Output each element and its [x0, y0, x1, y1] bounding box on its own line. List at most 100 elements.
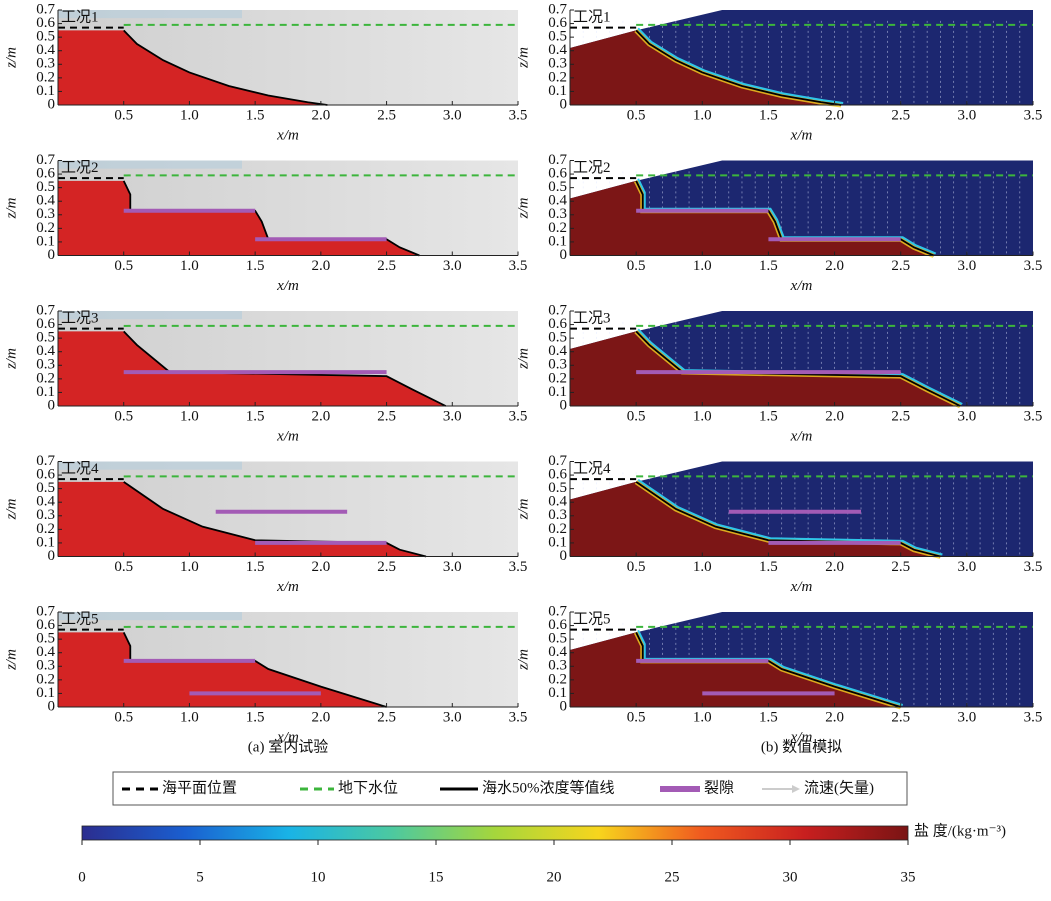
x-tick-label: 2.5 — [891, 408, 910, 424]
y-tick-label: 0.2 — [36, 220, 55, 236]
sky — [58, 612, 242, 621]
y-axis-label: z/m — [3, 498, 19, 520]
y-tick-label: 0.6 — [36, 316, 55, 332]
x-axis-label: x/m — [790, 127, 813, 143]
x-tick-label: 3.5 — [1024, 559, 1043, 575]
y-tick-label: 0.7 — [36, 453, 55, 469]
y-tick-label: 0.5 — [548, 480, 567, 496]
x-tick-label: 1.5 — [759, 107, 778, 123]
x-tick-label: 1.0 — [180, 258, 199, 274]
mixing-zone — [637, 27, 844, 104]
x-tick-label: 2.5 — [377, 258, 396, 274]
legend-label: 裂隙 — [704, 779, 734, 796]
x-tick-label: 1.0 — [180, 408, 199, 424]
interface-line — [123, 481, 427, 558]
y-tick-label: 0.6 — [36, 15, 55, 31]
y-axis-label: z/m — [3, 649, 19, 671]
colorbar-tick-label: 25 — [665, 869, 680, 885]
x-tick-label: 1.5 — [759, 709, 778, 725]
x-tick-label: 1.0 — [693, 258, 712, 274]
saltwater-wedge — [58, 331, 446, 406]
y-axis-label: z/m — [3, 197, 19, 219]
y-tick-label: 0 — [48, 96, 56, 112]
y-tick-label: 0.3 — [548, 658, 567, 674]
interface-line — [123, 29, 328, 106]
y-tick-label: 0.6 — [548, 316, 567, 332]
x-tick-label: 1.0 — [693, 107, 712, 123]
y-tick-label: 0.1 — [548, 233, 567, 249]
y-tick-label: 0.6 — [548, 15, 567, 31]
mixing-zone — [637, 178, 937, 255]
y-tick-label: 0.4 — [36, 343, 55, 359]
y-tick-label: 0.7 — [36, 1, 55, 17]
caption: (a) 室内试验 — [248, 738, 328, 755]
y-tick-label: 0.2 — [548, 220, 567, 236]
x-tick-label: 2.5 — [377, 408, 396, 424]
y-tick-label: 0.5 — [36, 330, 55, 346]
legend-icon — [792, 785, 800, 793]
y-axis-label: z/m — [515, 649, 531, 671]
x-tick-label: 1.0 — [693, 709, 712, 725]
y-tick-label: 0.3 — [36, 507, 55, 523]
y-tick-label: 0.1 — [548, 83, 567, 99]
x-tick-label: 1.5 — [246, 258, 265, 274]
x-axis-label: x/m — [276, 127, 299, 143]
sky — [58, 461, 242, 470]
sky — [58, 10, 242, 19]
x-axis-label: x/m — [790, 428, 813, 444]
y-tick-label: 0.2 — [36, 521, 55, 537]
y-tick-label: 0.5 — [548, 179, 567, 195]
y-tick-label: 0 — [560, 96, 568, 112]
y-tick-label: 0.2 — [548, 370, 567, 386]
x-tick-label: 2.5 — [891, 559, 910, 575]
legend-label: 地下水位 — [338, 779, 398, 796]
legend-label: 流速(矢量) — [804, 779, 874, 796]
legend-label: 海水50%浓度等值线 — [482, 778, 615, 796]
y-tick-label: 0.3 — [548, 56, 567, 72]
x-tick-label: 3.0 — [443, 258, 462, 274]
x-tick-label: 3.0 — [443, 408, 462, 424]
y-tick-label: 0.3 — [36, 206, 55, 222]
x-tick-label: 3.0 — [957, 107, 976, 123]
y-tick-label: 0 — [48, 698, 56, 714]
y-tick-label: 0.7 — [548, 603, 567, 619]
saltwater-wedge — [570, 30, 842, 105]
y-tick-label: 0.1 — [548, 685, 567, 701]
x-axis-label: x/m — [790, 278, 813, 294]
x-tick-label: 3.5 — [509, 559, 528, 575]
x-tick-label: 2.5 — [377, 107, 396, 123]
y-tick-label: 0.7 — [548, 1, 567, 17]
interface-line — [635, 180, 935, 257]
x-tick-label: 2.0 — [311, 107, 330, 123]
colorbar-tick-label: 15 — [429, 869, 444, 885]
colorbar-tick-label: 35 — [901, 869, 916, 885]
x-tick-label: 2.5 — [891, 107, 910, 123]
case-label: 工况5 — [573, 611, 611, 628]
x-tick-label: 3.0 — [957, 408, 976, 424]
y-axis-label: z/m — [515, 348, 531, 370]
y-axis-label: z/m — [3, 47, 19, 69]
saltwater-wedge — [58, 180, 420, 256]
x-tick-label: 0.5 — [627, 258, 646, 274]
y-tick-label: 0.4 — [548, 193, 567, 209]
x-tick-label: 0.5 — [114, 107, 133, 123]
saltwater-wedge — [570, 180, 934, 256]
saltwater-wedge — [58, 632, 387, 707]
y-tick-label: 0.5 — [548, 330, 567, 346]
y-axis-label: z/m — [515, 47, 531, 69]
y-tick-label: 0.2 — [36, 69, 55, 85]
x-tick-label: 0.5 — [627, 107, 646, 123]
case-label: 工况4 — [61, 460, 99, 477]
case-label: 工况5 — [61, 611, 99, 628]
colorbar-tick-label: 0 — [78, 869, 86, 885]
colorbar — [81, 825, 909, 841]
saltwater-wedge — [570, 331, 961, 406]
y-tick-label: 0 — [48, 247, 56, 263]
x-tick-label: 1.0 — [180, 107, 199, 123]
y-tick-label: 0.5 — [36, 179, 55, 195]
x-tick-label: 1.0 — [180, 709, 199, 725]
x-tick-label: 3.5 — [1024, 107, 1043, 123]
y-axis-label: z/m — [3, 348, 19, 370]
x-tick-label: 2.0 — [825, 107, 844, 123]
y-tick-label: 0.4 — [36, 42, 55, 58]
